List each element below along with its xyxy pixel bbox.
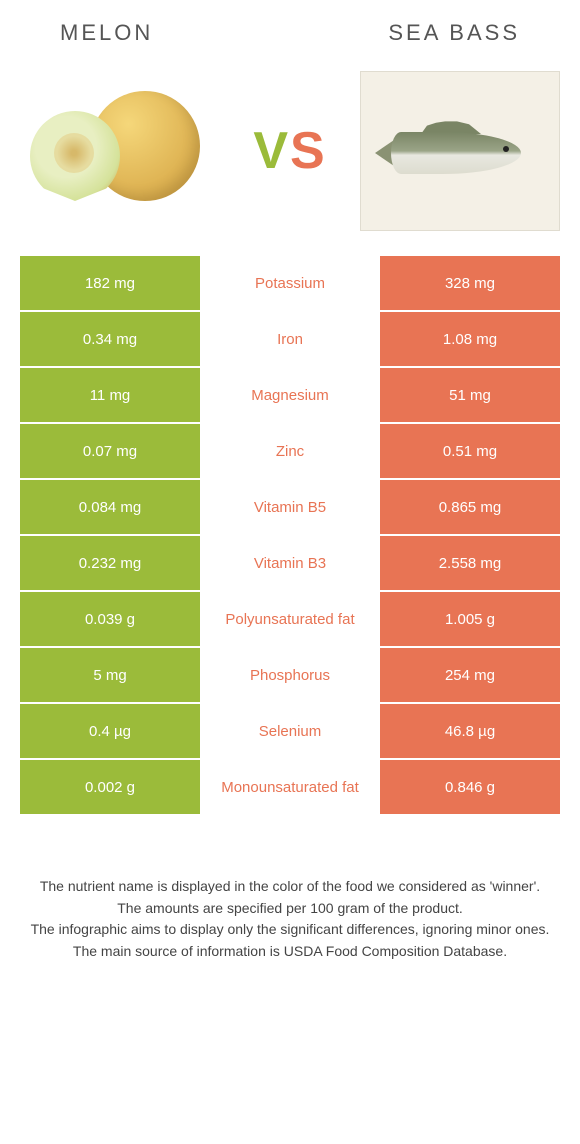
table-row: 0.039 gPolyunsaturated fat1.005 g <box>20 592 560 648</box>
vs-row: VS <box>0 56 580 256</box>
table-row: 0.34 mgIron1.08 mg <box>20 312 560 368</box>
vs-s-letter: S <box>290 122 327 180</box>
right-value: 0.865 mg <box>380 480 560 534</box>
left-value: 0.34 mg <box>20 312 200 366</box>
right-value: 0.51 mg <box>380 424 560 478</box>
header: MELON SEA BASS <box>0 0 580 56</box>
nutrient-label: Monounsaturated fat <box>200 760 380 814</box>
footer-line: The infographic aims to display only the… <box>30 919 550 941</box>
nutrient-label: Vitamin B3 <box>200 536 380 590</box>
left-value: 0.4 µg <box>20 704 200 758</box>
right-value: 1.005 g <box>380 592 560 646</box>
nutrient-label: Zinc <box>200 424 380 478</box>
footer-line: The main source of information is USDA F… <box>30 941 550 963</box>
right-value: 46.8 µg <box>380 704 560 758</box>
table-row: 11 mgMagnesium51 mg <box>20 368 560 424</box>
footer-line: The nutrient name is displayed in the co… <box>30 876 550 898</box>
left-value: 0.232 mg <box>20 536 200 590</box>
vs-v-letter: V <box>253 122 290 180</box>
right-value: 328 mg <box>380 256 560 310</box>
left-food-title: MELON <box>60 20 153 46</box>
left-value: 5 mg <box>20 648 200 702</box>
nutrient-table: 182 mgPotassium328 mg0.34 mgIron1.08 mg1… <box>20 256 560 816</box>
right-value: 51 mg <box>380 368 560 422</box>
left-value: 182 mg <box>20 256 200 310</box>
table-row: 5 mgPhosphorus254 mg <box>20 648 560 704</box>
footer-line: The amounts are specified per 100 gram o… <box>30 898 550 920</box>
table-row: 0.002 gMonounsaturated fat0.846 g <box>20 760 560 816</box>
left-value: 0.07 mg <box>20 424 200 478</box>
right-value: 0.846 g <box>380 760 560 814</box>
nutrient-label: Potassium <box>200 256 380 310</box>
table-row: 0.4 µgSelenium46.8 µg <box>20 704 560 760</box>
table-row: 0.084 mgVitamin B50.865 mg <box>20 480 560 536</box>
footer-notes: The nutrient name is displayed in the co… <box>30 876 550 963</box>
nutrient-label: Magnesium <box>200 368 380 422</box>
left-value: 0.039 g <box>20 592 200 646</box>
left-value: 0.084 mg <box>20 480 200 534</box>
nutrient-label: Polyunsaturated fat <box>200 592 380 646</box>
table-row: 0.07 mgZinc0.51 mg <box>20 424 560 480</box>
vs-label: VS <box>253 121 326 181</box>
right-food-title: SEA BASS <box>388 20 520 46</box>
seabass-image <box>360 71 560 231</box>
right-value: 254 mg <box>380 648 560 702</box>
right-value: 1.08 mg <box>380 312 560 366</box>
nutrient-label: Phosphorus <box>200 648 380 702</box>
left-value: 0.002 g <box>20 760 200 814</box>
table-row: 0.232 mgVitamin B32.558 mg <box>20 536 560 592</box>
nutrient-label: Iron <box>200 312 380 366</box>
left-value: 11 mg <box>20 368 200 422</box>
table-row: 182 mgPotassium328 mg <box>20 256 560 312</box>
right-value: 2.558 mg <box>380 536 560 590</box>
nutrient-label: Vitamin B5 <box>200 480 380 534</box>
melon-image <box>20 71 220 231</box>
nutrient-label: Selenium <box>200 704 380 758</box>
